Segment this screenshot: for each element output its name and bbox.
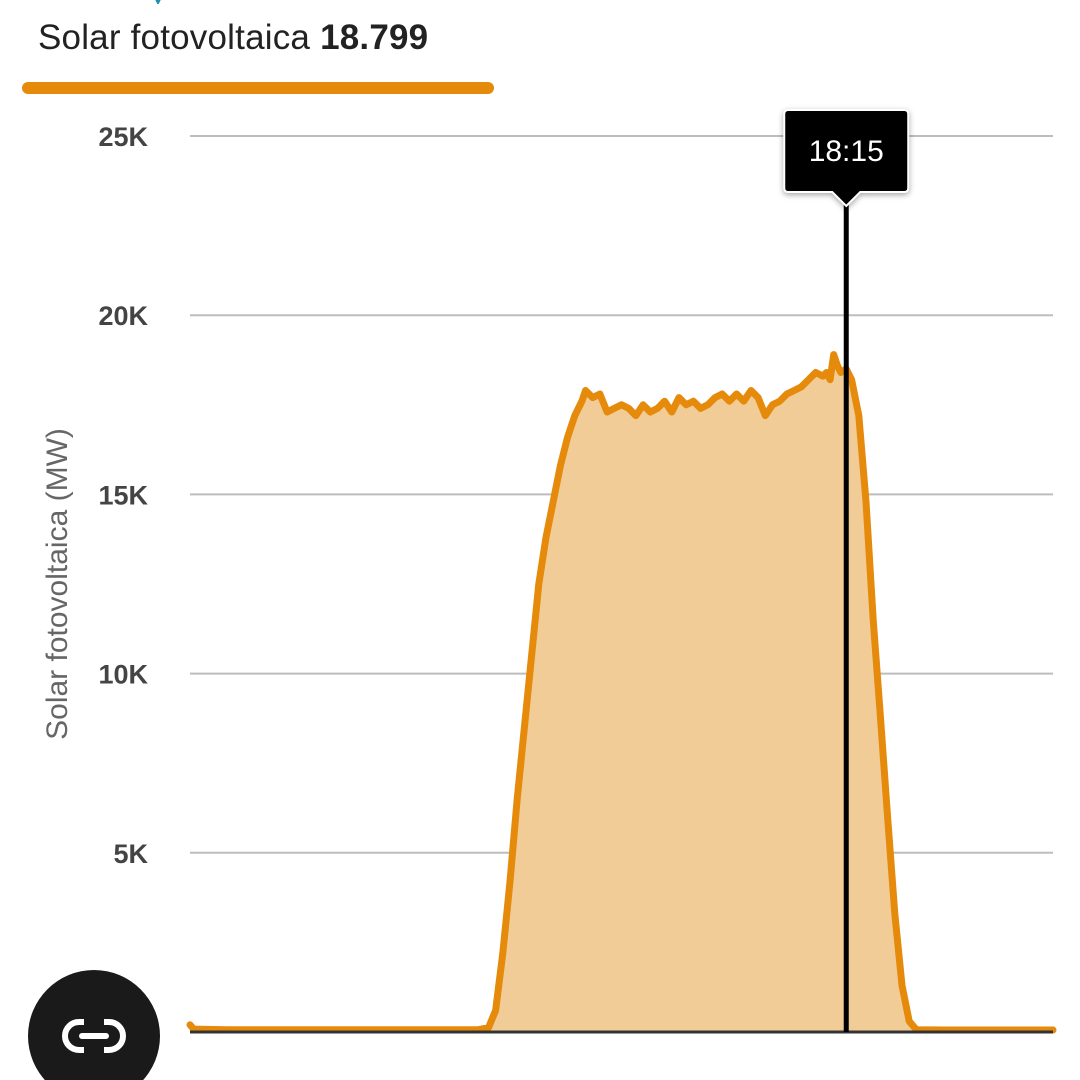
tab-label: Solar fotovoltaica bbox=[38, 18, 311, 57]
tab-value: 18.799 bbox=[320, 18, 429, 57]
y-tick-label: 10K bbox=[98, 660, 148, 690]
y-tick-label: 25K bbox=[98, 122, 148, 152]
y-axis-label: Solar fotovoltaica (MW) bbox=[41, 428, 74, 740]
y-tick-labels: 5K 10K 15K 20K 25K bbox=[98, 122, 148, 869]
link-button[interactable] bbox=[28, 970, 160, 1080]
tab-title: Solar fotovoltaica 18.799 bbox=[38, 18, 428, 58]
tab-active-indicator bbox=[22, 82, 494, 94]
series-line bbox=[186, 351, 1057, 1034]
link-icon bbox=[62, 1018, 126, 1054]
tab-solar-fotovoltaica[interactable]: Solar fotovoltaica 18.799 bbox=[22, 0, 494, 96]
tooltip-time-label: 18:15 bbox=[809, 135, 884, 168]
y-tick-label: 15K bbox=[98, 480, 148, 510]
y-tick-label: 5K bbox=[113, 839, 148, 869]
tooltip-box bbox=[783, 109, 910, 208]
y-tick-label: 20K bbox=[98, 301, 148, 331]
cursor[interactable]: 18:15 bbox=[783, 109, 910, 1032]
area-fill bbox=[190, 354, 1053, 1033]
logo-fragment bbox=[155, 0, 161, 4]
